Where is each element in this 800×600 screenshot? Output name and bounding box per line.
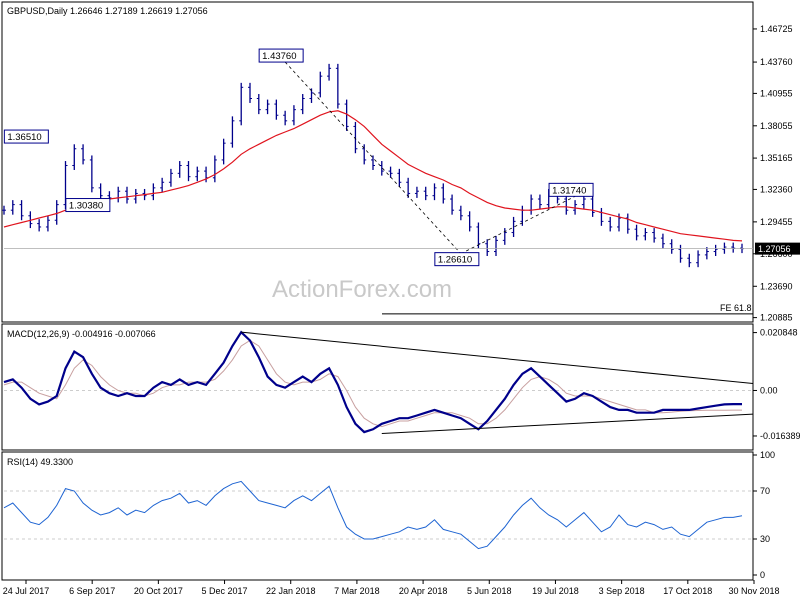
swing-label-text: 1.43760 xyxy=(262,51,296,62)
x-tick-label: 30 Nov 2018 xyxy=(728,586,779,596)
swing-label-text: 1.30380 xyxy=(69,201,103,212)
price-tick-label: 1.29455 xyxy=(760,217,793,227)
moving-average-line xyxy=(3,110,743,242)
price-tick-label: 1.35165 xyxy=(760,153,793,163)
x-tick-label: 24 Jul 2017 xyxy=(3,586,50,596)
x-tick-label: 3 Sep 2018 xyxy=(599,586,645,596)
price-tick-label: 1.23690 xyxy=(760,281,793,291)
price-tick-label: 1.46725 xyxy=(760,24,793,34)
watermark: ActionForex.com xyxy=(272,276,452,303)
rsi-tick-label: 0 xyxy=(760,570,765,580)
rsi-series xyxy=(3,480,753,550)
swing-label-text: 1.36510 xyxy=(7,132,41,143)
price-tick-label: 1.38055 xyxy=(760,121,793,131)
macd-axis: 0.020848 0.00 -0.016389 xyxy=(753,328,800,441)
macd-upper-trendline xyxy=(241,331,754,385)
x-tick-label: 7 Mar 2018 xyxy=(334,586,380,596)
macd-title: MACD(12,26,9) -0.004916 -0.007066 xyxy=(7,329,156,339)
rsi-panel-frame xyxy=(1,451,754,581)
price-tick-label: 1.40955 xyxy=(760,88,793,98)
price-tick-label: 1.20885 xyxy=(760,313,793,323)
swing-label-text: 1.31740 xyxy=(552,185,586,196)
price-series: FE 61.8 1.36510 1.30380 1.43760 1.26610 1.317… xyxy=(2,48,753,315)
current-price-text: 1.27056 xyxy=(758,244,791,254)
price-tick-label: 1.32360 xyxy=(760,184,793,194)
macd-tick-label: 0.00 xyxy=(760,385,778,395)
current-price-tag xyxy=(755,242,800,255)
swing-label-box xyxy=(548,182,594,197)
x-tick-label: 6 Sep 2017 xyxy=(69,586,115,596)
macd-tick-label: -0.016389 xyxy=(760,431,800,441)
swing-label-text: 1.26610 xyxy=(438,255,472,266)
x-tick-label: 20 Oct 2017 xyxy=(134,586,183,596)
x-tick-label: 19 Jul 2018 xyxy=(532,586,579,596)
swing-label-box xyxy=(3,129,49,144)
x-tick-label: 22 Jan 2018 xyxy=(266,586,316,596)
swing-connector-line xyxy=(284,61,462,254)
macd-line xyxy=(3,330,742,434)
rsi-tick-label: 100 xyxy=(760,450,775,460)
price-tick-label: 1.43760 xyxy=(760,57,793,67)
price-axis: 1.46725 1.43760 1.40955 1.38055 1.35165 1.323… xyxy=(753,24,800,323)
rsi-axis: 100 70 30 0 xyxy=(753,450,775,580)
swing-label-box xyxy=(434,252,480,267)
x-tick-label: 5 Jun 2018 xyxy=(467,586,512,596)
x-tick-label: 20 Apr 2018 xyxy=(399,586,448,596)
rsi-title: RSI(14) 49.3300 xyxy=(7,457,73,467)
swing-label-box xyxy=(258,48,304,63)
macd-series xyxy=(3,330,754,435)
macd-panel-frame xyxy=(1,323,754,451)
fe-level-label: FE 61.8 xyxy=(720,303,752,313)
macd-lower-trendline xyxy=(381,413,754,435)
x-tick-label: 5 Dec 2017 xyxy=(202,586,248,596)
x-tick-label: 17 Oct 2018 xyxy=(663,586,712,596)
rsi-line xyxy=(3,480,743,550)
swing-label-box xyxy=(65,198,111,213)
rsi-tick-label: 70 xyxy=(760,486,770,496)
macd-tick-label: 0.020848 xyxy=(760,328,798,338)
price-title: GBPUSD,Daily 1.26646 1.27189 1.26619 1.2… xyxy=(7,6,208,16)
price-panel-frame xyxy=(1,1,754,323)
x-axis: 24 Jul 2017 6 Sep 2017 20 Oct 2017 5 Dec 20… xyxy=(3,580,780,596)
rsi-tick-label: 30 xyxy=(760,534,770,544)
